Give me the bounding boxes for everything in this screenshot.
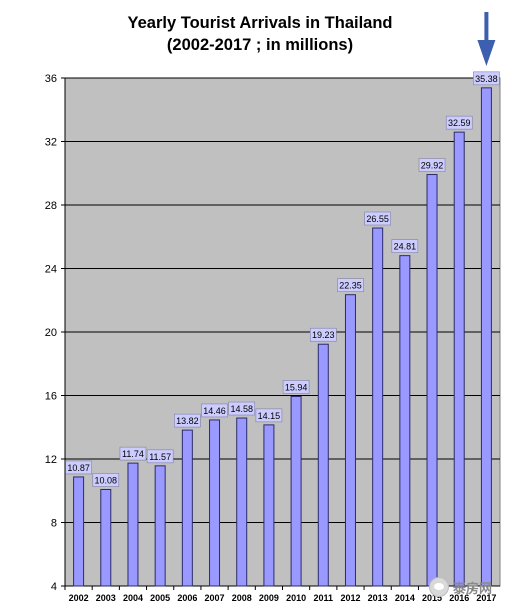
x-tick-label: 2002 [69, 593, 89, 603]
bar [426, 174, 438, 587]
bar [127, 462, 139, 587]
watermark-logo-icon [429, 577, 449, 597]
x-tick-label: 2016 [449, 593, 469, 603]
data-label-box [418, 158, 446, 172]
y-tick-label: 28 [45, 200, 57, 212]
x-tick-label: 2005 [150, 593, 170, 603]
x-tick-label: 2015 [422, 593, 442, 603]
y-tick-label: 4 [51, 581, 57, 593]
data-label-box [473, 71, 500, 86]
data-label-box [119, 446, 147, 461]
bar [317, 343, 329, 587]
data-label-box [445, 115, 473, 130]
data-label: 14.58 [230, 404, 253, 414]
bar [263, 424, 275, 587]
bar [209, 419, 221, 587]
bar [344, 294, 356, 587]
bar [236, 417, 248, 587]
data-label: 29.92 [421, 161, 444, 171]
x-tick-label: 2011 [314, 593, 334, 603]
y-tick-label: 16 [45, 391, 57, 403]
x-tick-label: 2004 [123, 593, 143, 603]
x-tick-label: 2007 [205, 593, 225, 603]
x-tick-label: 2014 [395, 593, 415, 603]
bar [399, 255, 411, 587]
bar [181, 429, 193, 587]
data-label-box [92, 473, 120, 487]
data-label-box [337, 278, 364, 292]
x-tick-label: 2006 [177, 593, 197, 603]
data-label-box [309, 327, 337, 342]
x-tick-label: 2003 [96, 593, 116, 603]
bar [290, 395, 302, 587]
x-tick-label: 2008 [232, 593, 252, 603]
highlight-arrow-icon [477, 40, 496, 66]
data-label: 32.59 [448, 118, 471, 128]
bar [154, 465, 166, 587]
bar [73, 476, 85, 587]
data-label-box [201, 403, 228, 418]
x-tick-label: 2013 [368, 593, 388, 603]
data-label-box [174, 413, 201, 428]
chart-title-line1: Yearly Tourist Arrivals in Thailand [127, 14, 393, 32]
data-label-box [364, 211, 391, 226]
y-tick-label: 24 [45, 264, 57, 276]
data-label: 35.38 [475, 74, 498, 84]
data-label: 13.82 [176, 416, 199, 426]
bar [372, 227, 384, 587]
data-label-box [282, 380, 310, 394]
y-tick-label: 8 [51, 518, 57, 530]
data-label: 14.46 [203, 406, 226, 416]
x-tick-label: 2009 [259, 593, 279, 603]
x-tick-label: 2010 [286, 593, 306, 603]
data-label: 22.35 [339, 281, 362, 291]
bar [480, 87, 492, 587]
watermark-text: 泰房网 [453, 580, 493, 596]
data-label: 26.55 [366, 214, 389, 224]
bar [100, 488, 112, 587]
data-label-box [228, 401, 256, 416]
data-label-box [391, 239, 419, 253]
watermark: 泰房网 [429, 576, 515, 598]
data-label-box [65, 460, 92, 475]
data-label: 24.81 [394, 242, 417, 252]
y-tick-label: 20 [45, 327, 57, 339]
data-label: 10.08 [95, 475, 118, 485]
bar [453, 131, 465, 587]
data-label: 11.57 [149, 452, 171, 462]
data-label: 14.15 [258, 411, 281, 421]
y-tick-label: 32 [45, 137, 57, 149]
y-tick-label: 12 [45, 454, 57, 466]
x-tick-label: 2017 [476, 593, 496, 603]
data-label: 15.94 [285, 382, 308, 392]
data-label: 11.74 [122, 449, 144, 459]
chart-title: Yearly Tourist Arrivals in Thailand (200… [0, 12, 520, 56]
data-label: 10.87 [67, 463, 90, 473]
chart-title-line2: (2002-2017 ; in millions) [166, 36, 354, 54]
data-label: 19.23 [312, 330, 335, 340]
highlight-arrow-shaft [484, 12, 489, 46]
x-tick-label: 2012 [340, 593, 360, 603]
data-label-box [255, 408, 283, 423]
data-label-box [146, 449, 174, 464]
y-tick-label: 36 [45, 73, 57, 85]
